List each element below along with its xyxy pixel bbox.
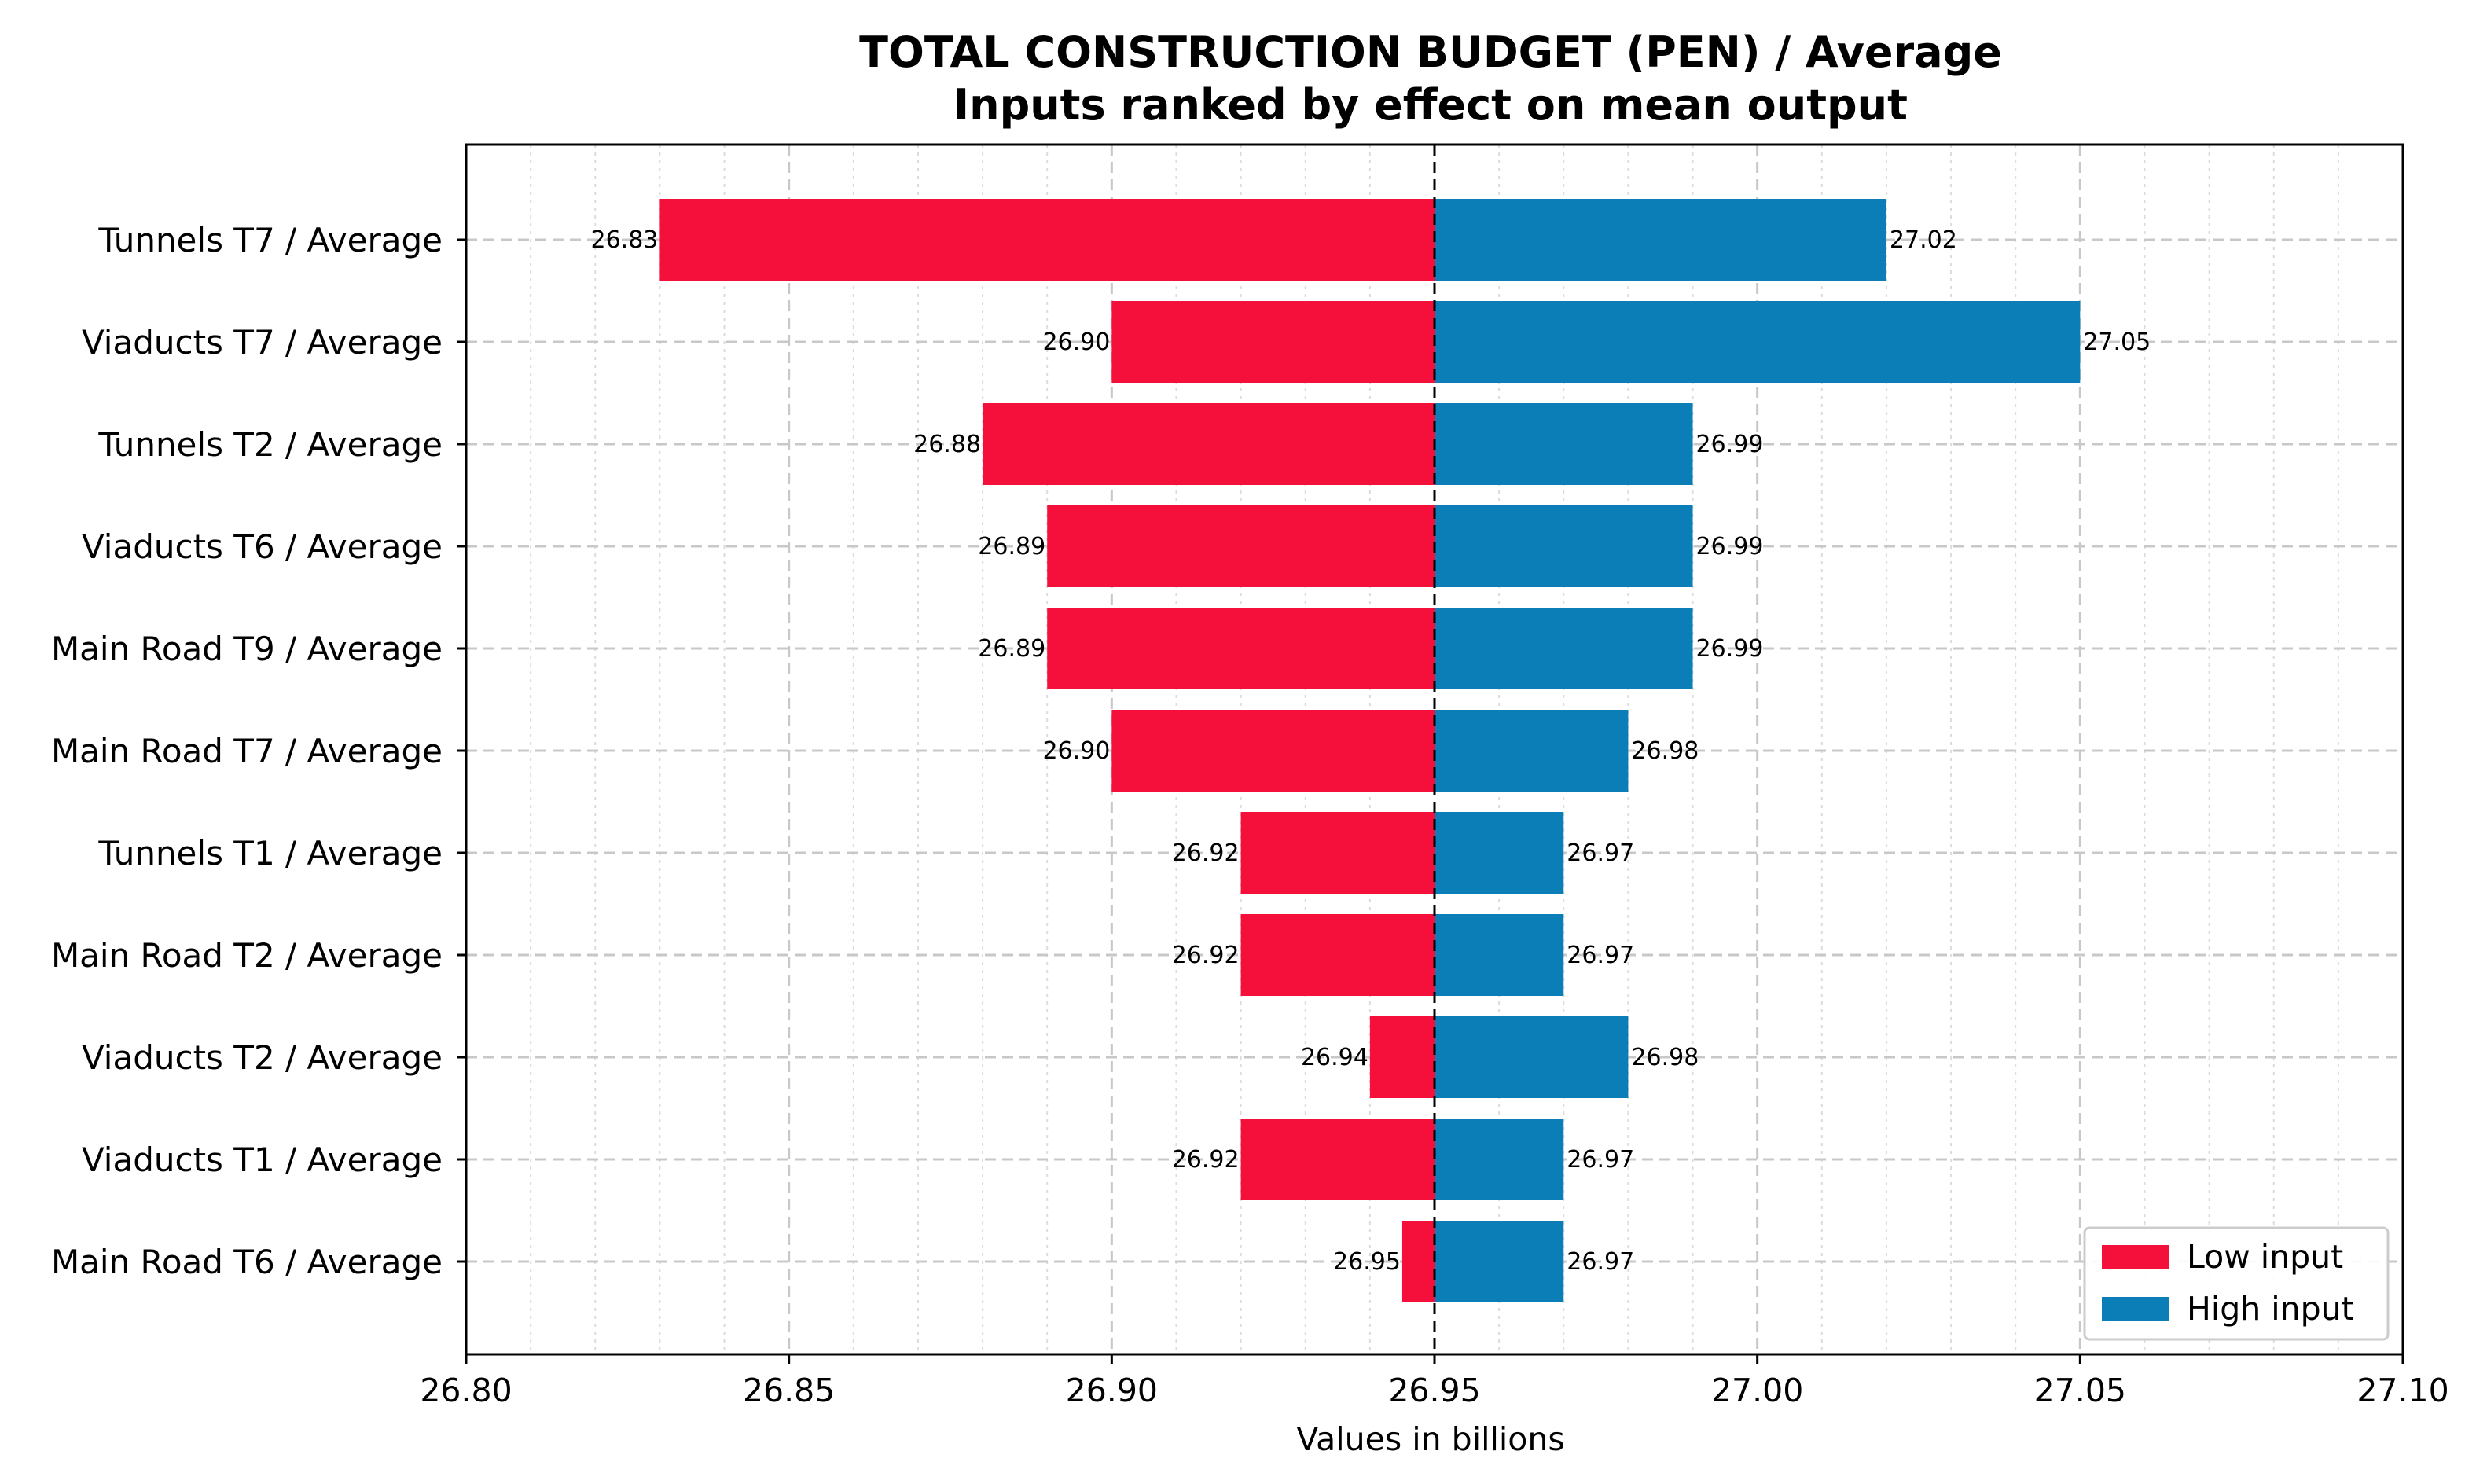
chart-subtitle: Inputs ranked by effect on mean output: [953, 80, 1908, 130]
x-tick-label: 26.80: [420, 1372, 512, 1409]
data-label-low: 26.92: [1172, 942, 1240, 969]
y-tick-label: Viaducts T6 / Average: [82, 527, 443, 566]
bar-low-input: [1047, 505, 1435, 587]
x-tick-label: 27.05: [2034, 1372, 2126, 1409]
y-tick-label: Viaducts T2 / Average: [82, 1038, 443, 1077]
data-label-high: 26.97: [1567, 839, 1634, 867]
y-tick-label: Viaducts T1 / Average: [82, 1141, 443, 1179]
data-label-low: 26.92: [1172, 1146, 1240, 1174]
x-tick-label: 26.85: [743, 1372, 835, 1409]
bar-high-input: [1435, 608, 1693, 689]
bar-high-input: [1435, 812, 1564, 894]
data-label-low: 26.92: [1172, 839, 1240, 867]
bar-low-input: [1111, 301, 1435, 383]
y-tick-label: Main Road T6 / Average: [51, 1243, 443, 1281]
data-label-high: 27.02: [1890, 226, 1957, 254]
y-tick-label: Viaducts T7 / Average: [82, 323, 443, 362]
data-label-high: 26.99: [1696, 533, 1764, 560]
y-tick-label: Main Road T7 / Average: [51, 732, 443, 770]
bar-high-input: [1435, 914, 1564, 996]
bar-low-input: [983, 403, 1435, 485]
y-tick-label: Tunnels T1 / Average: [97, 834, 443, 872]
x-axis-label: Values in billions: [1296, 1420, 1564, 1458]
legend-label-high: High input: [2187, 1290, 2354, 1328]
bar-high-input: [1435, 710, 1629, 792]
data-label-high: 26.99: [1696, 431, 1764, 458]
data-label-low: 26.90: [1042, 737, 1110, 765]
bar-low-input: [1240, 914, 1435, 996]
bar-low-input: [1369, 1016, 1435, 1098]
bar-low-input: [1047, 608, 1435, 689]
y-tick-label: Main Road T2 / Average: [51, 936, 443, 975]
bar-high-input: [1435, 505, 1693, 587]
data-label-high: 26.99: [1696, 635, 1764, 663]
data-label-low: 26.94: [1301, 1044, 1368, 1071]
data-label-high: 26.97: [1567, 1248, 1634, 1276]
data-label-low: 26.83: [591, 226, 659, 254]
x-tick-label: 27.10: [2357, 1372, 2448, 1409]
data-label-high: 26.98: [1631, 1044, 1699, 1071]
bar-low-input: [1401, 1221, 1435, 1302]
bar-high-input: [1435, 199, 1886, 281]
bar-high-input: [1435, 1016, 1629, 1098]
data-label-low: 26.89: [978, 635, 1045, 663]
data-label-high: 26.97: [1567, 1146, 1634, 1174]
y-tick-label: Tunnels T2 / Average: [97, 425, 443, 464]
bar-high-input: [1435, 403, 1693, 485]
chart-title: TOTAL CONSTRUCTION BUDGET (PEN) / Averag…: [859, 28, 2002, 77]
y-tick-label: Tunnels T7 / Average: [97, 221, 443, 259]
data-label-low: 26.90: [1042, 329, 1110, 356]
legend-swatch-low: [2102, 1245, 2169, 1269]
x-tick-label: 26.90: [1066, 1372, 1158, 1409]
data-label-low: 26.88: [913, 431, 981, 458]
data-labels: 26.83 27.02 26.90 27.05 26.88 26.99 26.89 26.99…: [591, 226, 2151, 1276]
bar-low-input: [1240, 812, 1435, 894]
bar-low-input: [659, 199, 1435, 281]
data-label-low: 26.89: [978, 533, 1045, 560]
bar-low-input: [1111, 710, 1435, 792]
legend-swatch-high: [2102, 1297, 2169, 1321]
bar-high-input: [1435, 1221, 1564, 1302]
x-tick-label: 27.00: [1711, 1372, 1803, 1409]
bar-low-input: [1240, 1119, 1435, 1200]
legend-label-low: Low input: [2187, 1238, 2343, 1276]
bar-high-input: [1435, 301, 2081, 383]
bars: [659, 199, 2081, 1302]
data-label-high: 26.98: [1631, 737, 1699, 765]
y-tick-label: Main Road T9 / Average: [51, 630, 443, 668]
data-label-high: 26.97: [1567, 942, 1634, 969]
bar-high-input: [1435, 1119, 1564, 1200]
data-label-low: 26.95: [1333, 1248, 1401, 1276]
x-tick-label: 26.95: [1388, 1372, 1480, 1409]
data-label-high: 27.05: [2083, 329, 2151, 356]
axes: Tunnels T7 / Average Viaducts T7 / Averag…: [51, 143, 2449, 1409]
legend: Low input High input: [2083, 1226, 2390, 1341]
